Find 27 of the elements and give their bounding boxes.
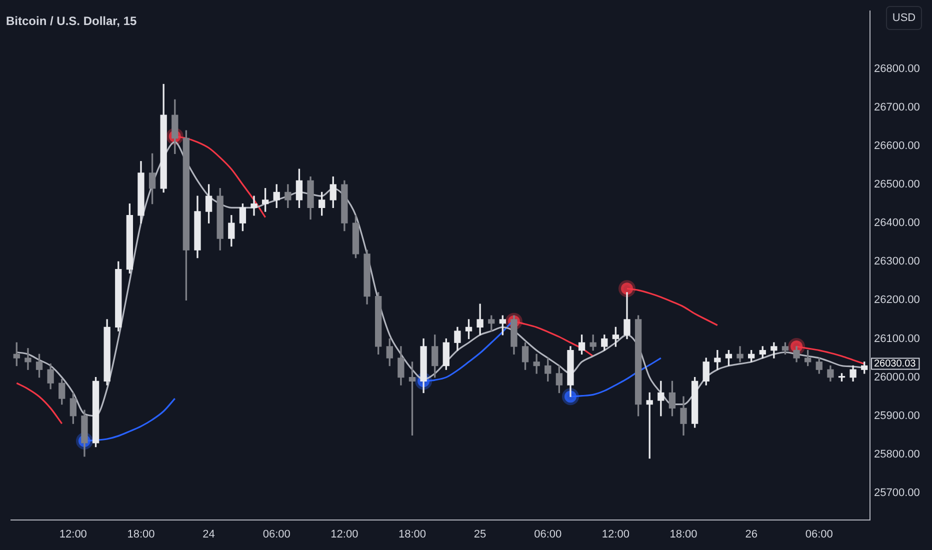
x-tick-label: 26 — [745, 528, 758, 541]
x-tick-label: 12:00 — [602, 528, 630, 541]
y-tick-label: 26500.00 — [874, 178, 920, 191]
x-tick-label: 18:00 — [127, 528, 155, 541]
y-tick-label: 26100.00 — [874, 332, 920, 345]
x-tick-label: 24 — [202, 528, 215, 541]
x-tick-label: 06:00 — [534, 528, 562, 541]
text: 26030.03 — [874, 358, 916, 370]
y-tick-label: 26200.00 — [874, 294, 920, 306]
y-tick-label: 26300.00 — [874, 256, 920, 268]
y-tick-label: 26600.00 — [874, 140, 920, 152]
chart-title: Bitcoin / U.S. Dollar, 15 — [6, 14, 137, 28]
y-tick-label: 26800.00 — [874, 62, 920, 75]
x-tick-label: 18:00 — [670, 528, 698, 541]
y-tick-label: 25900.00 — [874, 410, 920, 422]
y-tick-label: 26400.00 — [874, 217, 920, 230]
x-tick-label: 18:00 — [398, 528, 426, 541]
y-tick-label: 26000.00 — [874, 371, 920, 384]
y-tick-label: 25700.00 — [874, 487, 920, 500]
x-tick-label: 25 — [474, 528, 486, 541]
x-tick-label: 12:00 — [330, 528, 358, 541]
x-tick-label: 06:00 — [262, 528, 290, 541]
x-tick-label: 06:00 — [805, 528, 833, 541]
x-tick-label: 12:00 — [59, 528, 87, 541]
y-axis-title: USD — [886, 6, 922, 30]
y-tick-label: 26700.00 — [874, 101, 920, 114]
y-tick-label: 25800.00 — [874, 448, 920, 460]
